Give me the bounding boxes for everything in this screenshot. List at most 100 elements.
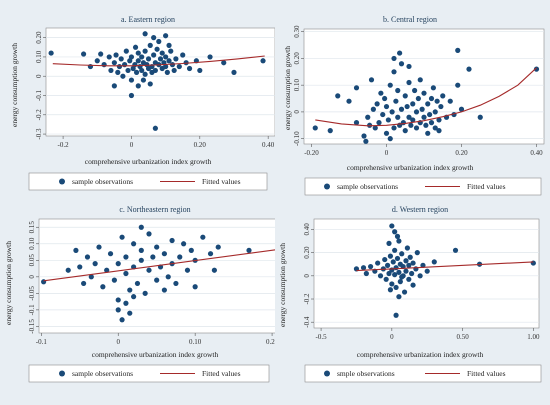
scatter-point (387, 287, 394, 293)
y-tick-label: -0.05 (28, 286, 36, 301)
scatter-point (115, 297, 121, 303)
scatter-point (413, 125, 420, 131)
scatter-point (125, 67, 131, 74)
scatter-point (171, 67, 177, 74)
scatter-point (81, 280, 87, 287)
scatter-point (118, 56, 124, 62)
y-tick-label: 0 (303, 274, 311, 278)
scatter-point (98, 51, 104, 57)
x-tick-label: -0.20 (304, 149, 319, 157)
legend-box (28, 172, 268, 191)
scatter-point (466, 66, 472, 72)
x-tick-label: -0.2 (58, 141, 70, 149)
scatter-point (120, 73, 126, 79)
y-axis-label: energy consumption growth (278, 243, 287, 327)
scatter-point (403, 258, 409, 264)
scatter-point (375, 260, 381, 266)
scatter-point (455, 82, 461, 88)
x-tick-label: 0 (116, 338, 120, 346)
scatter-point (477, 114, 483, 120)
fitted-line (43, 247, 292, 282)
scatter-point (403, 268, 409, 274)
scatter-point (360, 265, 367, 271)
scatter-point (421, 114, 427, 120)
scatter-point (161, 251, 167, 257)
legend-box (304, 364, 542, 383)
y-tick-label: 0.20 (303, 246, 311, 259)
scatter-point (406, 79, 412, 86)
scatter-point (113, 52, 119, 58)
x-tick-label: 1.00 (527, 333, 540, 341)
scatter-point (135, 50, 141, 56)
scatter-point (397, 50, 403, 56)
scatter-point (376, 120, 382, 126)
scatter-point (335, 93, 341, 99)
scatter-point (399, 251, 405, 257)
scatter-point (140, 77, 147, 83)
scatter-point (458, 106, 465, 112)
y-tick-label: -0.15 (28, 319, 36, 334)
scatter-point (168, 48, 174, 54)
y-tick-label: 0.10 (293, 79, 301, 92)
x-tick-label: 0 (385, 149, 389, 157)
scatter-point (417, 273, 423, 279)
scatter-point (361, 133, 367, 139)
y-tick-label: 0.30 (293, 25, 301, 38)
y-tick-label: 0.10 (28, 237, 36, 250)
scatter-point (530, 260, 536, 266)
scatter-point (173, 280, 179, 287)
scatter-point (363, 138, 369, 144)
scatter-point (128, 92, 135, 99)
scatter-point (400, 120, 406, 126)
scatter-point (412, 87, 418, 94)
scatter-point (401, 289, 408, 295)
scatter-point (151, 35, 157, 41)
scatter-point (142, 31, 148, 37)
scatter-point (417, 77, 423, 83)
legend-label-fitted: Fitted values (202, 177, 241, 186)
scatter-point (127, 287, 133, 293)
scatter-point (166, 42, 172, 48)
scatter-point (384, 262, 391, 268)
scatter-point (92, 261, 98, 267)
x-tick-label: 0.20 (455, 149, 468, 157)
scatter-point (41, 279, 47, 285)
scatter-point (382, 95, 388, 102)
y-tick-label: -0.1 (28, 304, 36, 316)
scatter-point (131, 294, 137, 300)
scatter-point (398, 61, 405, 67)
scatter-point (65, 267, 71, 273)
scatter-point (391, 69, 397, 75)
scatter-point (386, 240, 392, 246)
scatter-point (123, 48, 129, 54)
legend-marker-observations (324, 370, 330, 377)
scatter-point (402, 128, 408, 134)
scatter-point (410, 117, 416, 123)
x-axis-label: comprehensive urbanization index growth (92, 350, 219, 359)
scatter-point (131, 241, 137, 247)
scatter-point (123, 300, 129, 306)
scatter-point (180, 52, 186, 58)
scatter-point (104, 267, 110, 273)
scatter-point (77, 264, 83, 270)
scatter-point (177, 254, 183, 260)
scatter-point (387, 253, 394, 259)
legend: sample observations Fitted values (304, 177, 542, 196)
scatter-point (395, 87, 401, 94)
x-axis-label: comprehensive urbanization index growth (347, 163, 474, 172)
scatter-point (207, 54, 213, 60)
scatter-point (372, 125, 378, 131)
legend-box (304, 177, 542, 196)
scatter-point (154, 244, 160, 250)
scatter-point (192, 284, 198, 290)
scatter-point (200, 234, 206, 240)
scatter-point (163, 33, 169, 39)
scatter-point (184, 267, 191, 273)
panel-title: a. Eastern region (121, 15, 175, 24)
scatter-point (390, 259, 396, 265)
scatter-point (80, 51, 87, 57)
scatter-point (147, 81, 153, 87)
scatter-point (165, 274, 171, 280)
